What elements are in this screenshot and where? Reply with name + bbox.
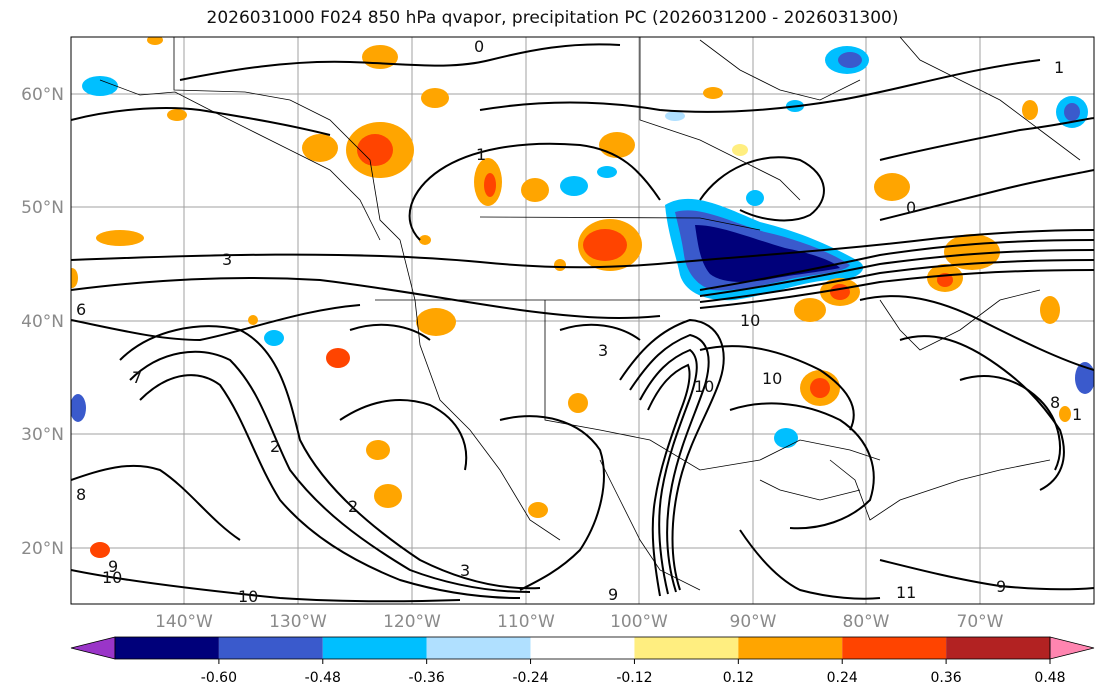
contour-label: 3 [460,561,470,580]
colorbar-tick-label: -0.36 [409,670,445,686]
lon-label: 90°W [730,612,777,632]
colorbar-segment [530,637,635,659]
colorbar-segment [426,637,531,659]
contour-label: 11 [896,583,916,602]
colorbar-segment [218,637,323,659]
colorbar-extend-low [70,636,116,660]
contour-label: 8 [76,485,86,504]
contour-label: 10 [238,587,258,606]
colorbar: -0.60 -0.48 -0.36 -0.24 -0.12 0.12 0.24 0.36 0.4… [70,636,1095,686]
map-title: 2026031000 F024 850 hPa qvapor, precipit… [206,8,899,28]
contour-label: 8 [1050,393,1060,412]
contour-label: 9 [108,557,118,576]
lon-label: 110°W [497,612,555,632]
lat-label: 40°N [21,312,64,332]
gridlines [71,37,1094,604]
contour-label: 9 [996,577,1006,596]
lon-label: 100°W [610,612,668,632]
lon-label: 70°W [957,612,1004,632]
lat-label: 30°N [21,425,64,445]
contour-label: 3 [598,341,608,360]
colorbar-segment [115,637,219,659]
contour-label: 1 [476,145,486,164]
contour-label: 0 [906,198,916,217]
lat-label: 20°N [21,539,64,559]
contour-label: 3 [222,250,232,269]
contour-label: 6 [76,300,86,319]
contour-label: 1 [1072,405,1082,424]
colorbar-tick-label: 0.36 [931,670,962,686]
colorbar-segment [322,637,427,659]
colorbar-tick-label: -0.48 [305,670,341,686]
colorbar-tick-label: 0.12 [723,670,754,686]
colorbar-segment [738,637,843,659]
colorbar-tick-label: -0.60 [201,670,237,686]
lat-label: 60°N [21,85,64,105]
colorbar-tick-label: 0.48 [1034,670,1065,686]
contour-label: 0 [474,37,484,56]
colorbar-extend-high [1049,636,1095,660]
contour-label: 2 [348,497,358,516]
map-border [70,36,1095,605]
contour-label: 10 [102,568,122,587]
contour-label: 1 [1054,58,1064,77]
colorbar-outline [114,636,1051,660]
lon-label: 120°W [383,612,441,632]
longitude-axis: 140°W 130°W 120°W 110°W 100°W 90°W 80°W … [155,612,1004,632]
colorbar-segment [946,637,1050,659]
contour-labels: 0 1 1 3 6 7 2 2 8 9 10 10 3 9 10 10 10 1… [76,37,1082,606]
colorbar-segment [842,637,947,659]
contour-label: 10 [740,311,760,330]
contour-label: 10 [694,377,714,396]
qvapor-contours [71,43,1094,603]
lon-label: 80°W [843,612,890,632]
contour-label: 9 [608,585,618,604]
colorbar-tick-label: -0.24 [512,670,548,686]
latitude-axis: 60°N 50°N 40°N 30°N 20°N [21,85,64,559]
coastlines [99,37,1081,591]
lon-label: 140°W [155,612,213,632]
lon-label: 130°W [269,612,327,632]
colorbar-segment [634,637,739,659]
contour-label: 7 [132,368,142,387]
colorbar-tick-label: -0.12 [616,670,652,686]
lat-label: 50°N [21,198,64,218]
contour-label: 10 [762,369,782,388]
contour-label: 2 [270,437,280,456]
colorbar-tick-label: 0.24 [827,670,858,686]
